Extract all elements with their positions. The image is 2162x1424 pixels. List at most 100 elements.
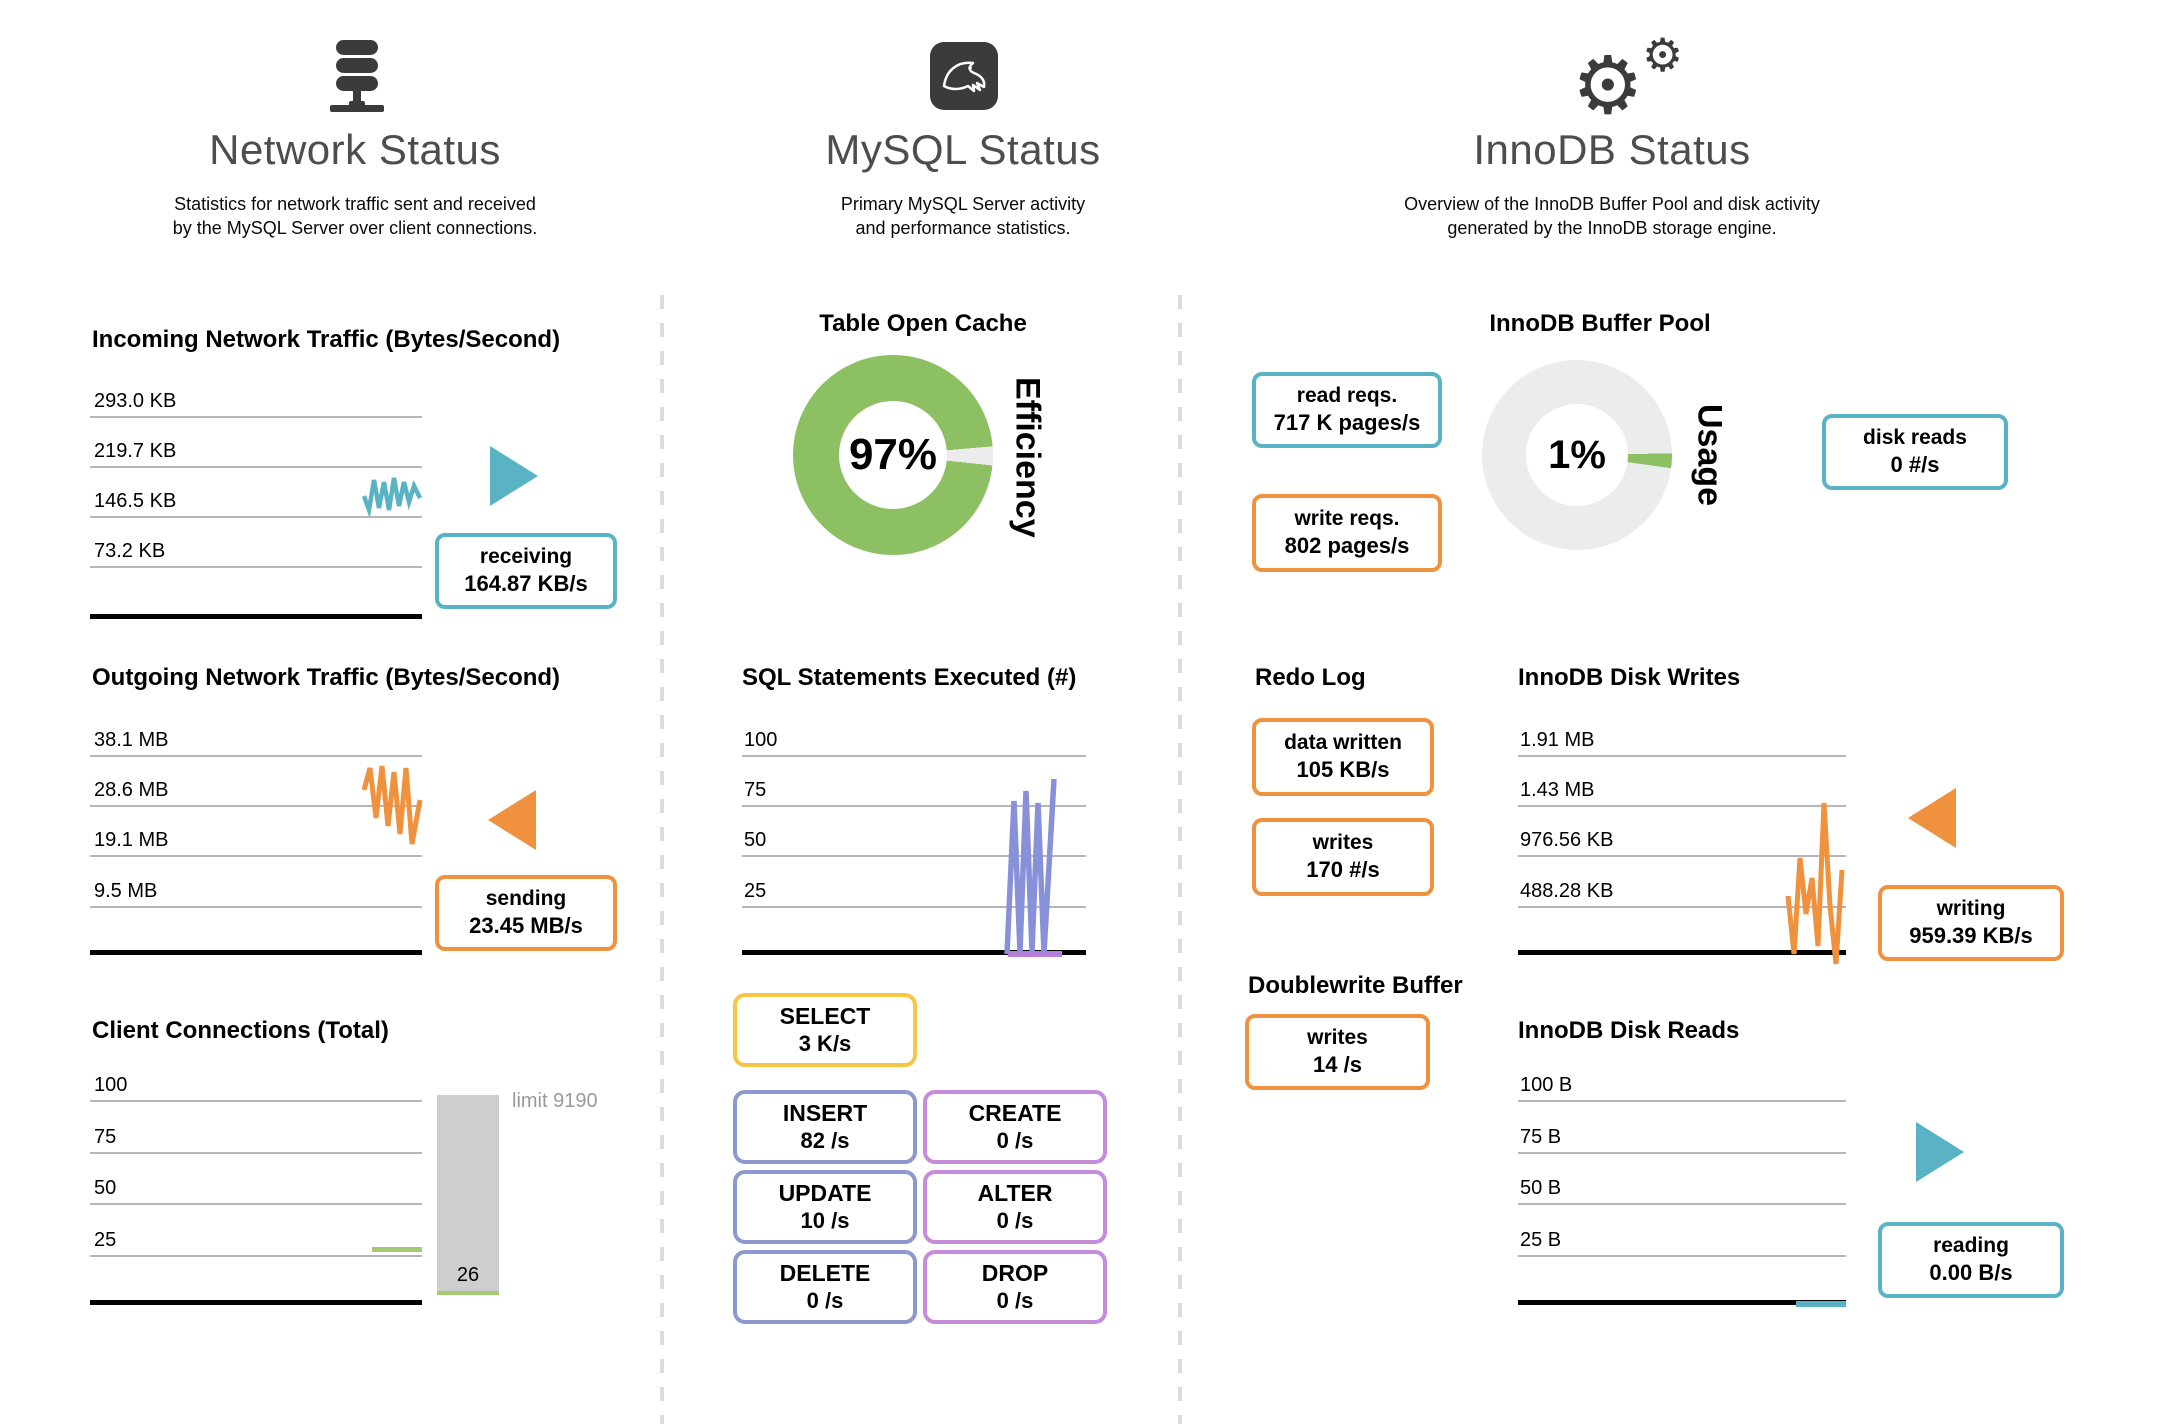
sql-statements-sparkline [1004, 778, 1057, 955]
redo-writes-value: 170 #/s [1306, 857, 1380, 883]
sql-tick-label: 100 [744, 729, 778, 751]
disk-writes-tick-label: 1.43 MB [1520, 779, 1595, 801]
mysql-dolphin-icon [930, 42, 998, 110]
usage-axis-label-wrap: Usage [1684, 360, 1734, 550]
delete-value: 0 /s [806, 1287, 844, 1313]
table-open-cache-title: Table Open Cache [819, 310, 1027, 337]
update-label: UPDATE [778, 1180, 872, 1206]
chart-baseline [90, 1300, 422, 1305]
gridline [90, 805, 422, 807]
disk-reads-tick-label: 100 B [1520, 1074, 1573, 1096]
incoming-tick-label: 219.7 KB [94, 440, 177, 462]
write-reqs-value: 802 pages/s [1284, 533, 1410, 559]
writing-badge-value: 959.39 KB/s [1909, 923, 2033, 949]
network-status-description: Statistics for network traffic sent and … [172, 194, 538, 239]
disk-reads-badge: disk reads 0 #/s [1822, 414, 2008, 490]
redo-data-written-value: 105 KB/s [1296, 757, 1390, 783]
statement-box-insert: INSERT 82 /s [733, 1090, 917, 1164]
chart-baseline [90, 950, 422, 955]
disk-reads-sparkline [1796, 1301, 1846, 1307]
column-divider [1178, 295, 1182, 1424]
alter-label: ALTER [977, 1180, 1053, 1206]
statement-box-select: SELECT 3 K/s [733, 993, 917, 1067]
receiving-badge-label: receiving [479, 545, 573, 569]
gridline [742, 755, 1086, 757]
network-status-title: Network Status [209, 126, 501, 173]
statement-box-create: CREATE 0 /s [923, 1090, 1107, 1164]
reading-arrow-right-icon [1916, 1122, 1964, 1182]
disk-writes-sparkline [1785, 802, 1845, 965]
drop-label: DROP [981, 1260, 1049, 1286]
redo-writes-badge: writes 170 #/s [1252, 818, 1434, 896]
select-label: SELECT [779, 1003, 871, 1029]
gridline [1518, 1152, 1846, 1154]
create-value: 0 /s [996, 1127, 1034, 1153]
disk-reads-tick-label: 25 B [1520, 1229, 1562, 1251]
alter-value: 0 /s [996, 1207, 1034, 1233]
doublewrite-writes-label: writes [1307, 1026, 1368, 1050]
sql-statements-title: SQL Statements Executed (#) [742, 664, 1077, 691]
sending-badge-value: 23.45 MB/s [469, 913, 583, 939]
gridline [1518, 1255, 1846, 1257]
innodb-status-description: Overview of the InnoDB Buffer Pool and d… [1404, 194, 1820, 239]
sql-tick-label: 50 [744, 829, 767, 851]
incoming-tick-label: 73.2 KB [94, 540, 166, 562]
chart-baseline [1518, 950, 1846, 955]
doublewrite-writes-value: 14 /s [1313, 1052, 1362, 1078]
efficiency-axis-label: Efficiency [1008, 376, 1047, 538]
reading-badge: reading 0.00 B/s [1878, 1222, 2064, 1298]
doublewrite-buffer-title: Doublewrite Buffer [1248, 972, 1463, 999]
disk-writes-tick-label: 1.91 MB [1520, 729, 1595, 751]
sql-secondary-series-line [1008, 951, 1062, 957]
table-open-cache-value: 97% [848, 430, 938, 479]
insert-value: 82 /s [800, 1127, 850, 1153]
disk-reads-label: disk reads [1863, 426, 1967, 450]
redo-data-written-badge: data written 105 KB/s [1252, 718, 1434, 796]
chart-baseline [742, 950, 1086, 955]
disk-reads-value: 0 #/s [1890, 452, 1940, 478]
receiving-badge: receiving 164.87 KB/s [435, 533, 617, 609]
incoming-tick-label: 146.5 KB [94, 490, 177, 512]
reading-badge-value: 0.00 B/s [1929, 1260, 2013, 1286]
chart-baseline [90, 614, 422, 619]
gridline [90, 906, 422, 908]
writing-arrow-left-icon [1908, 788, 1956, 848]
gridline [1518, 855, 1846, 857]
column-divider [660, 295, 664, 1424]
gridline [742, 906, 1086, 908]
buffer-pool-usage-value: 1% [1548, 432, 1606, 477]
gridline [1518, 805, 1846, 807]
outgoing-traffic-title: Outgoing Network Traffic (Bytes/Second) [92, 664, 561, 691]
statement-box-drop: DROP 0 /s [923, 1250, 1107, 1324]
table-open-cache-donut: 97% [793, 355, 993, 555]
gridline [90, 1255, 422, 1257]
read-reqs-label: read reqs. [1296, 384, 1398, 408]
gridline [90, 1203, 422, 1205]
create-label: CREATE [968, 1100, 1062, 1126]
connections-tick-label: 50 [94, 1177, 117, 1199]
network-database-icon [330, 40, 384, 112]
statement-box-alter: ALTER 0 /s [923, 1170, 1107, 1244]
efficiency-axis-label-wrap: Efficiency [1002, 357, 1052, 557]
incoming-traffic-sparkline [362, 477, 422, 516]
gridline [742, 805, 1086, 807]
innodb-buffer-pool-title: InnoDB Buffer Pool [1489, 310, 1711, 337]
gridline [90, 416, 422, 418]
client-connections-title: Client Connections (Total) [92, 1017, 389, 1044]
usage-axis-label: Usage [1690, 403, 1729, 507]
redo-data-written-label: data written [1284, 731, 1402, 755]
redo-log-title: Redo Log [1255, 664, 1366, 691]
redo-writes-label: writes [1312, 831, 1374, 855]
receiving-badge-value: 164.87 KB/s [464, 571, 588, 597]
gridline [90, 466, 422, 468]
innodb-disk-writes-title: InnoDB Disk Writes [1518, 664, 1741, 691]
gridline [742, 855, 1086, 857]
small-gear-icon: ⚙ [1642, 28, 1684, 82]
gridline [1518, 1203, 1846, 1205]
outgoing-tick-label: 19.1 MB [94, 829, 169, 851]
mysql-status-description: Primary MySQL Server activity and perfor… [840, 194, 1086, 239]
connections-limit-bar [437, 1095, 499, 1295]
read-reqs-value: 717 K pages/s [1273, 410, 1421, 436]
disk-reads-tick-label: 75 B [1520, 1126, 1562, 1148]
drop-value: 0 /s [996, 1287, 1034, 1313]
